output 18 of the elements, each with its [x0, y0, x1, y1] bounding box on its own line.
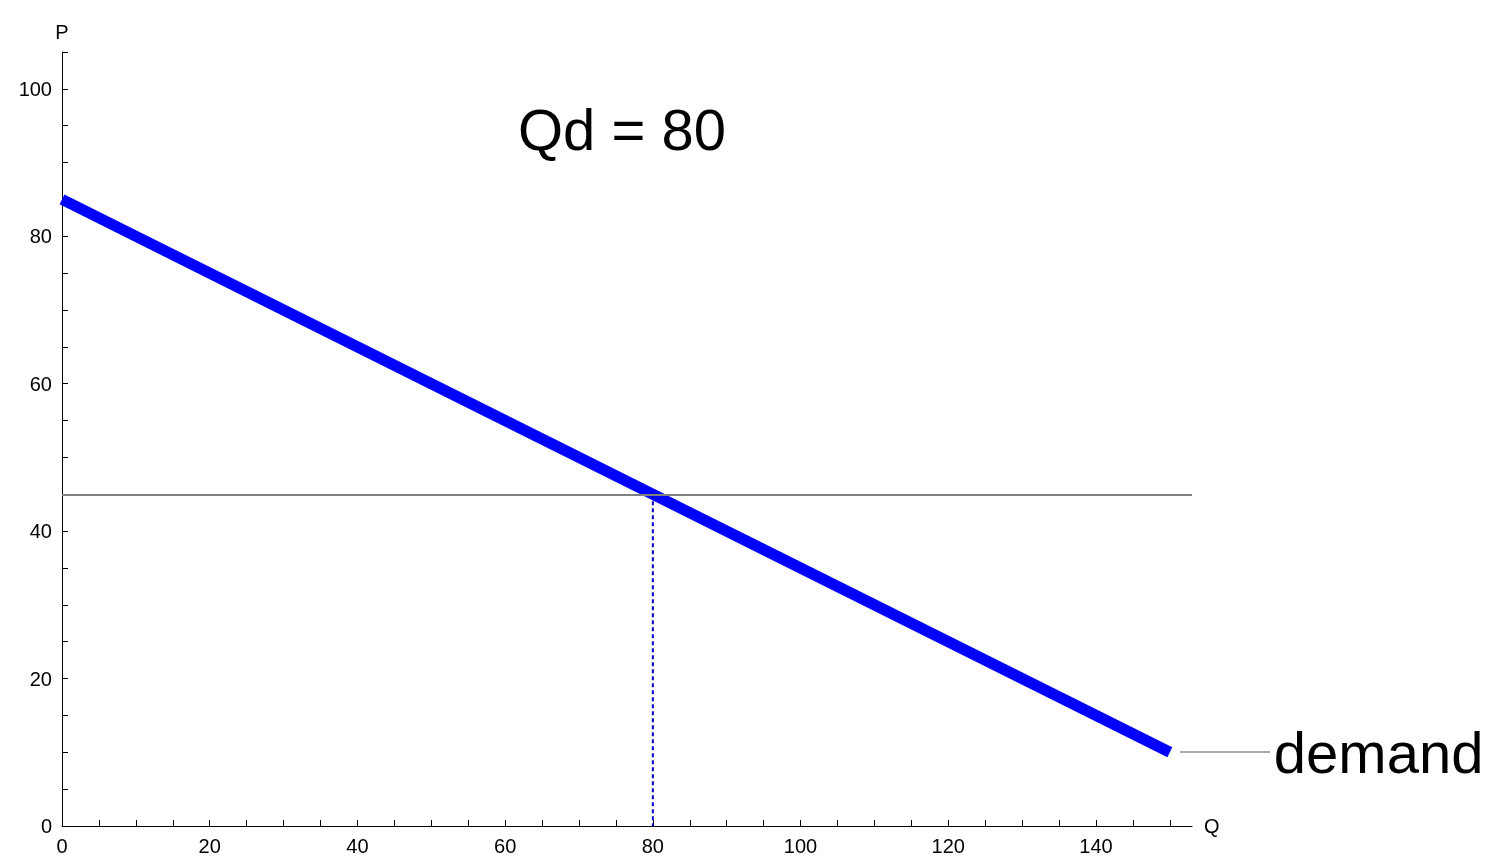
y-tick-label: 100: [18, 77, 52, 100]
y-tick-label: 80: [29, 225, 52, 248]
x-tick-label: 80: [641, 835, 664, 857]
x-tick-label: 120: [931, 835, 965, 857]
y-tick-label: 0: [40, 815, 52, 837]
y-tick-label: 40: [29, 520, 52, 543]
x-tick-label: 40: [346, 835, 369, 857]
x-tick-label: 60: [494, 835, 517, 857]
x-tick-label: 100: [783, 835, 818, 857]
x-tick-label: 20: [198, 835, 221, 857]
x-tick-label: 140: [1079, 835, 1113, 857]
x-tick-label: 0: [56, 835, 68, 857]
x-axis-title: Q: [1204, 815, 1220, 837]
y-tick-label: 60: [29, 372, 52, 395]
series-label: demand: [1273, 719, 1484, 785]
text: Qd = 80: [518, 96, 726, 162]
y-axis-title: P: [55, 21, 69, 43]
y-tick-label: 20: [29, 667, 52, 690]
